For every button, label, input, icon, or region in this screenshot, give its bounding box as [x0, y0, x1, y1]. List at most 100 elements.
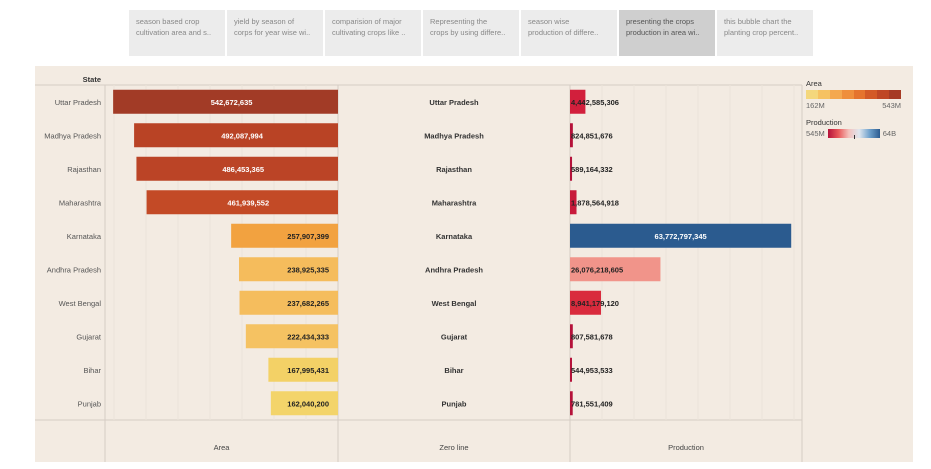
area-value-label: 167,995,431 — [287, 366, 329, 375]
area-bar — [238, 257, 338, 282]
area-value-label: 492,087,994 — [221, 131, 264, 140]
state-label: Madhya Pradesh — [44, 131, 101, 140]
state-label: West Bengal — [59, 299, 102, 308]
area-value-label: 257,907,399 — [287, 232, 329, 241]
tab-label-line1: presenting the crops — [626, 17, 694, 26]
production-value-label: 824,851,676 — [571, 131, 613, 140]
sheet-tab-1[interactable]: season based crop cultivation area and s.… — [129, 10, 225, 56]
production-value-label: 544,953,533 — [571, 366, 613, 375]
production-bar — [570, 223, 792, 248]
sheet-tab-4[interactable]: Representing the crops by using differe.. — [423, 10, 519, 56]
area-ramp-step — [877, 90, 890, 99]
production-bar — [570, 324, 573, 349]
area-color-ramp — [806, 90, 901, 99]
production-value-label: 26,076,218,605 — [571, 265, 623, 274]
state-label: Uttar Pradesh — [55, 98, 101, 107]
area-ramp-step — [817, 90, 830, 99]
column-label-area: Area — [214, 443, 231, 452]
tab-label-line1: season wise — [528, 17, 570, 26]
zero-line-state-label: Maharashtra — [432, 198, 477, 207]
area-legend-title: Area — [806, 79, 822, 88]
state-label: Maharashtra — [59, 198, 102, 207]
area-legend-min: 162M — [806, 101, 825, 110]
sheet-tab-7[interactable]: this bubble chart the planting crop perce… — [717, 10, 813, 56]
state-label: Rajasthan — [67, 165, 101, 174]
area-bar — [136, 156, 338, 181]
production-legend-max: 64B — [882, 129, 897, 138]
sheet-tab-2[interactable]: yield by season of corps for year wise wi… — [227, 10, 323, 56]
production-value-label: 807,581,678 — [571, 332, 613, 341]
area-value-label: 542,672,635 — [211, 98, 253, 107]
production-bar — [570, 156, 573, 181]
area-ramp-step — [865, 90, 878, 99]
state-label: Punjab — [78, 399, 101, 408]
production-bar — [570, 89, 586, 114]
production-value-label: 589,164,332 — [571, 165, 613, 174]
area-value-label: 486,453,365 — [222, 165, 264, 174]
column-label-production: Production — [668, 443, 704, 452]
area-ramp-step — [829, 90, 842, 99]
area-value-label: 237,682,265 — [287, 299, 329, 308]
zero-line-state-label: Karnataka — [436, 232, 473, 241]
area-value-label: 238,925,335 — [287, 265, 329, 274]
production-value-label: 781,551,409 — [571, 399, 613, 408]
zero-line-state-label: Bihar — [444, 366, 463, 375]
area-value-label: 461,939,552 — [227, 198, 269, 207]
tab-label-line2: cultivation area and s.. — [136, 28, 212, 37]
state-label: Gujarat — [76, 332, 102, 341]
area-ramp-step — [841, 90, 854, 99]
tab-label-line1: yield by season of — [234, 17, 295, 26]
state-label: Karnataka — [67, 232, 102, 241]
tab-label-line2: cultivating crops like .. — [332, 28, 406, 37]
legend: Area 162M 543M Production 545M 64B — [806, 79, 906, 139]
area-ramp-step — [853, 90, 866, 99]
area-bar — [134, 123, 338, 148]
area-bar — [245, 324, 338, 349]
zero-line-state-label: Rajasthan — [436, 165, 472, 174]
area-bar — [239, 290, 338, 315]
tab-label-line1: comparision of major — [332, 17, 402, 26]
production-bar — [570, 190, 577, 215]
production-legend-title: Production — [806, 118, 842, 127]
zero-line-state-label: Uttar Pradesh — [429, 98, 479, 107]
area-legend-max: 543M — [882, 101, 901, 110]
production-bar — [570, 290, 602, 315]
state-label: Bihar — [83, 366, 101, 375]
area-bar — [231, 223, 338, 248]
tab-label-line1: Representing the — [430, 17, 488, 26]
production-value-label: 8,941,179,120 — [571, 299, 619, 308]
tab-label-line2: planting crop percent.. — [724, 28, 799, 37]
tab-label-line2: production of differe.. — [528, 28, 599, 37]
area-production-chart: State Uttar Pradesh 542,672,635 Uttar Prade… — [35, 75, 803, 462]
tab-label-line2: corps for year wise wi.. — [234, 28, 311, 37]
production-bar — [570, 123, 573, 148]
sheet-tab-6[interactable]: presenting the crops production in area w… — [619, 10, 715, 56]
production-bar — [570, 391, 573, 416]
zero-line-state-label: Madhya Pradesh — [424, 131, 484, 140]
sheet-tabs: season based crop cultivation area and s.… — [129, 10, 813, 56]
tab-label-line1: this bubble chart the — [724, 17, 792, 26]
production-color-ramp — [827, 129, 880, 139]
zero-line-state-label: Andhra Pradesh — [425, 265, 483, 274]
area-bar — [270, 391, 338, 416]
chart-panel: State Uttar Pradesh 542,672,635 Uttar Prade… — [35, 66, 913, 462]
area-bar — [113, 89, 338, 114]
area-bar — [268, 357, 338, 382]
sheet-tab-5[interactable]: season wise production of differe.. — [521, 10, 617, 56]
area-value-label: 222,434,333 — [287, 332, 329, 341]
state-label: Andhra Pradesh — [47, 265, 101, 274]
row-header: State — [83, 75, 101, 84]
sheet-tab-3[interactable]: comparision of major cultivating crops li… — [325, 10, 421, 56]
tab-label-line2: production in area wi.. — [626, 28, 700, 37]
tab-label-line2: crops by using differe.. — [430, 28, 506, 37]
area-ramp-step — [806, 90, 818, 99]
area-ramp-step — [889, 90, 901, 99]
production-value-label: 63,772,797,345 — [655, 232, 707, 241]
area-value-label: 162,040,200 — [287, 399, 329, 408]
production-bar — [570, 257, 661, 282]
column-label-zero-line: Zero line — [439, 443, 468, 452]
area-bar — [146, 190, 338, 215]
zero-line-state-label: Gujarat — [441, 332, 468, 341]
production-value-label: 4,442,585,306 — [571, 98, 619, 107]
production-legend-min: 545M — [806, 129, 825, 138]
